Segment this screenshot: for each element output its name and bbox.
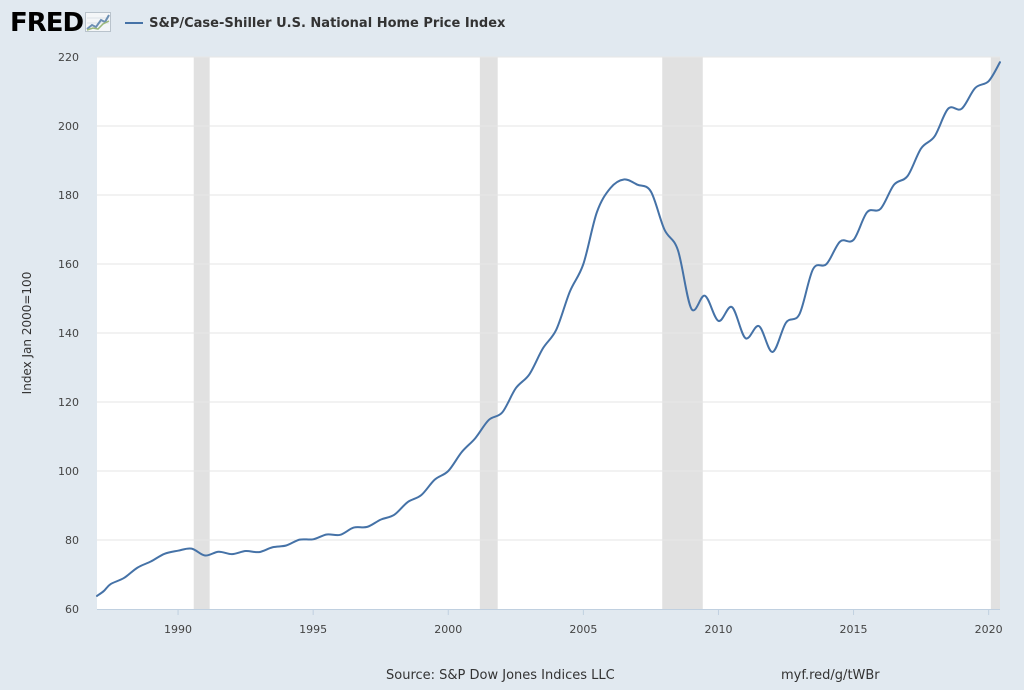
x-tick-label: 2010 bbox=[704, 623, 732, 636]
x-axis: 1990 1995 2000 2005 2010 2015 2020 bbox=[97, 609, 1003, 636]
gridlines bbox=[97, 56, 1000, 541]
y-tick-label: 100 bbox=[58, 465, 79, 478]
x-tick-label: 2015 bbox=[840, 623, 868, 636]
y-tick-label: 180 bbox=[58, 189, 79, 202]
legend-swatch bbox=[125, 22, 144, 24]
chart-trend-icon bbox=[85, 12, 112, 36]
y-tick-label: 200 bbox=[58, 120, 79, 133]
x-tick-label: 2020 bbox=[975, 623, 1003, 636]
short-link[interactable]: myf.red/g/tWBr bbox=[781, 668, 880, 683]
x-tick-label: 2005 bbox=[569, 623, 597, 636]
y-tick-label: 140 bbox=[58, 327, 79, 340]
y-axis: 60 80 100 120 140 160 180 200 220 bbox=[58, 51, 79, 616]
x-tick-label: 2000 bbox=[434, 623, 462, 636]
y-tick-label: 60 bbox=[65, 603, 79, 616]
y-axis-title: Index Jan 2000=100 bbox=[20, 272, 34, 395]
source-note: Source: S&P Dow Jones Indices LLC bbox=[386, 668, 615, 683]
x-tick-label: 1990 bbox=[164, 623, 192, 636]
chart-header: FRED S&P/Case-Shiller U.S. National Home… bbox=[10, 6, 505, 40]
chart-legend[interactable]: S&P/Case-Shiller U.S. National Home Pric… bbox=[125, 16, 505, 31]
y-tick-label: 80 bbox=[65, 534, 79, 547]
legend-series-label: S&P/Case-Shiller U.S. National Home Pric… bbox=[149, 15, 506, 31]
series-line bbox=[96, 61, 1001, 597]
y-tick-label: 220 bbox=[58, 51, 79, 64]
fred-logo[interactable]: FRED bbox=[10, 8, 112, 38]
x-tick-label: 1995 bbox=[299, 623, 327, 636]
y-tick-label: 160 bbox=[58, 258, 79, 271]
fred-logo-text: FRED bbox=[10, 8, 84, 38]
y-tick-label: 120 bbox=[58, 396, 79, 409]
series-layer bbox=[96, 61, 1001, 597]
